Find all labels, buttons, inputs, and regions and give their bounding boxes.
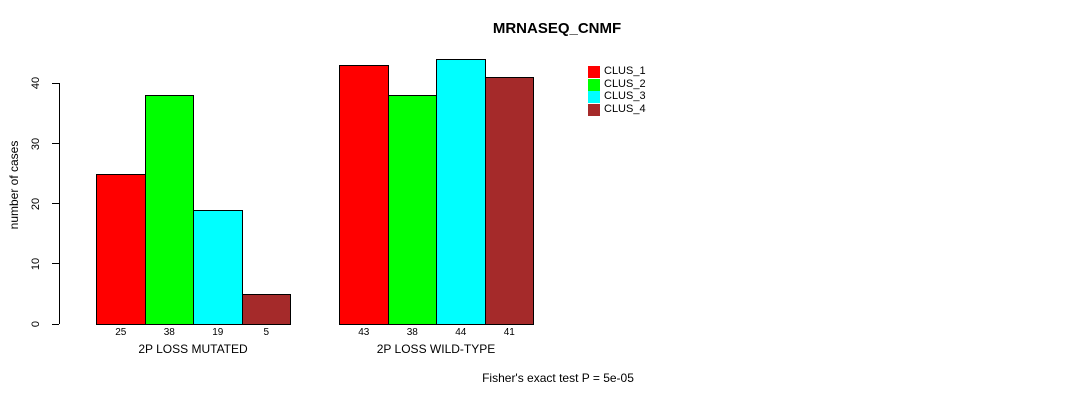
legend-label-clus-1: CLUS_1 <box>604 65 646 77</box>
fisher-test-annotation: Fisher's exact test P = 5e-05 <box>482 371 634 385</box>
y-tick-mark-20 <box>52 203 59 205</box>
legend-label-clus-2: CLUS_2 <box>604 77 646 90</box>
bar-clus-2-2p-loss-mutated <box>144 95 194 325</box>
bar-clus-1-2p-loss-wild-type <box>339 65 389 325</box>
bar-clus-4-2p-loss-mutated <box>241 294 291 325</box>
legend-swatch-clus-2 <box>588 78 600 91</box>
legend-swatch-clus-3 <box>588 91 600 104</box>
y-tick-label-30: 30 <box>30 137 42 150</box>
legend-swatch-clus-4 <box>588 104 600 117</box>
legend-label-clus-4: CLUS_4 <box>604 103 646 116</box>
legend-swatch-clus-1 <box>588 66 600 78</box>
category-label-2p-loss-wild-type: 2P LOSS WILD-TYPE <box>376 342 496 356</box>
bar-value-clus-1-2p-loss-mutated: 25 <box>115 327 127 338</box>
bar-clus-3-2p-loss-wild-type <box>436 59 486 325</box>
bar-clus-1-2p-loss-mutated <box>96 174 146 325</box>
y-tick-mark-40 <box>52 82 59 84</box>
y-tick-label-40: 40 <box>30 77 42 90</box>
y-tick-mark-10 <box>52 263 59 265</box>
bar-value-clus-4-2p-loss-wild-type: 41 <box>503 327 515 338</box>
bar-clus-3-2p-loss-mutated <box>193 210 243 325</box>
legend-label-clus-3: CLUS_3 <box>604 90 646 103</box>
bar-clus-4-2p-loss-wild-type <box>484 77 534 325</box>
y-tick-label-10: 10 <box>30 257 42 270</box>
bar-value-clus-1-2p-loss-wild-type: 43 <box>358 327 370 338</box>
y-tick-mark-30 <box>52 143 59 145</box>
y-axis-label: number of cases <box>7 140 21 230</box>
y-axis-line <box>59 83 60 324</box>
bar-value-clus-4-2p-loss-mutated: 5 <box>263 327 270 338</box>
bar-value-clus-3-2p-loss-wild-type: 44 <box>455 327 467 338</box>
bar-value-clus-2-2p-loss-mutated: 38 <box>163 327 175 338</box>
y-tick-label-20: 20 <box>30 197 42 210</box>
category-label-2p-loss-mutated: 2P LOSS MUTATED <box>138 342 248 356</box>
chart-title: MRNASEQ_CNMF <box>492 20 622 37</box>
bar-value-clus-2-2p-loss-wild-type: 38 <box>406 327 418 338</box>
bar-clus-2-2p-loss-wild-type <box>387 95 437 325</box>
y-tick-label-0: 0 <box>30 320 42 328</box>
bar-value-clus-3-2p-loss-mutated: 19 <box>212 327 224 338</box>
y-tick-mark-0 <box>52 323 59 325</box>
